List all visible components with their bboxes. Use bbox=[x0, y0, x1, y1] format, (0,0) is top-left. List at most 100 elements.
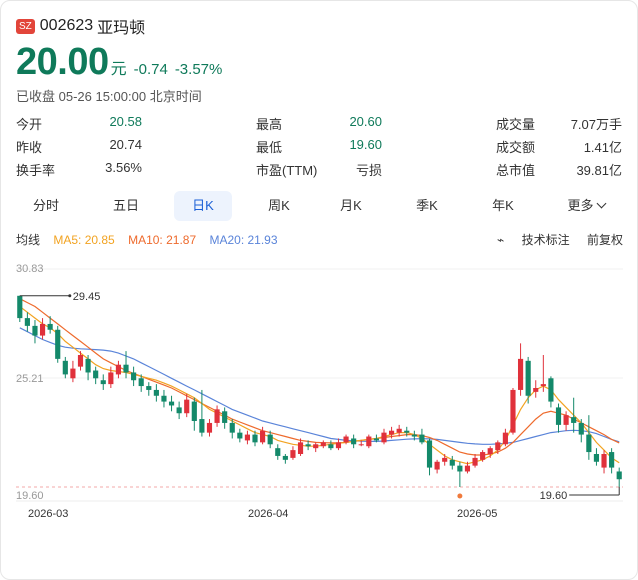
candle bbox=[146, 382, 152, 396]
candle bbox=[426, 438, 433, 476]
candle bbox=[138, 374, 144, 392]
candle-body bbox=[252, 434, 258, 443]
candle bbox=[275, 444, 281, 460]
candle-body bbox=[616, 471, 622, 480]
candle bbox=[39, 318, 46, 340]
candle-body bbox=[510, 389, 516, 433]
candle-body bbox=[381, 432, 387, 443]
candle bbox=[161, 389, 167, 408]
candle bbox=[191, 397, 197, 431]
candle bbox=[533, 380, 539, 398]
candle bbox=[586, 415, 592, 460]
candle bbox=[442, 453, 448, 466]
candle-body bbox=[525, 360, 531, 396]
candle bbox=[502, 428, 508, 447]
min-price-label: 19.60 bbox=[540, 490, 568, 502]
turnover-value: 3.56% bbox=[105, 160, 142, 175]
candle bbox=[123, 351, 129, 379]
candle bbox=[381, 428, 387, 445]
candle bbox=[199, 389, 205, 437]
candle bbox=[108, 366, 114, 388]
volume-value: 7.07万手 bbox=[570, 117, 622, 132]
candle-body bbox=[85, 358, 91, 373]
tab-yearly-k[interactable]: 年K bbox=[492, 198, 514, 213]
candle-body bbox=[176, 407, 182, 414]
candle-body bbox=[396, 428, 402, 433]
candle-body bbox=[305, 444, 311, 447]
ma10-legend: MA10: 21.87 bbox=[128, 233, 197, 247]
market-badge: SZ bbox=[16, 18, 35, 34]
candle-body bbox=[609, 452, 615, 468]
candle-body bbox=[237, 432, 243, 439]
tab-more-label: 更多 bbox=[567, 198, 594, 213]
y-tick-label: 30.83 bbox=[16, 263, 44, 275]
tab-monthly-k[interactable]: 月K bbox=[340, 198, 362, 213]
candle-body bbox=[161, 395, 167, 402]
tab-intraday[interactable]: 分时 bbox=[32, 198, 59, 213]
tab-quarterly-k[interactable]: 季K bbox=[416, 198, 438, 213]
stock-header: SZ 002623 亚玛顿 bbox=[16, 14, 145, 38]
ma20-line bbox=[19, 327, 620, 445]
candle-body bbox=[62, 360, 68, 375]
candle-body bbox=[32, 325, 38, 336]
tech-annotation-button[interactable]: ⌁ 技术标注 bbox=[483, 233, 570, 247]
prev-close-label: 昨收 bbox=[16, 140, 43, 155]
candle bbox=[563, 411, 569, 431]
candle-body bbox=[100, 380, 106, 385]
candle bbox=[555, 403, 562, 433]
candle-body bbox=[351, 438, 357, 445]
candle bbox=[404, 426, 410, 437]
candle-body bbox=[343, 436, 349, 443]
high-value: 20.60 bbox=[349, 114, 382, 129]
candle bbox=[131, 366, 137, 387]
candle-body bbox=[168, 401, 175, 406]
tab-more[interactable]: 更多 bbox=[553, 191, 619, 221]
candle bbox=[517, 343, 524, 396]
candle bbox=[449, 455, 455, 470]
candle-body bbox=[487, 448, 493, 454]
tab-five-day[interactable]: 五日 bbox=[112, 198, 139, 213]
candle bbox=[593, 448, 600, 466]
tab-weekly-k[interactable]: 周K bbox=[268, 198, 290, 213]
candle-body bbox=[313, 444, 319, 449]
ma20-legend: MA20: 21.93 bbox=[209, 233, 278, 247]
price-row: 20.00 元 -0.74 -3.57% bbox=[16, 41, 222, 84]
candle bbox=[115, 360, 122, 379]
y-tick-label: 19.60 bbox=[16, 490, 44, 502]
mcap-value: 39.81亿 bbox=[576, 163, 622, 178]
candle-body bbox=[517, 358, 524, 390]
prev-close-value: 20.74 bbox=[109, 137, 142, 152]
candle-body bbox=[55, 329, 61, 359]
forward-adjust-button[interactable]: 前复权 bbox=[586, 233, 623, 247]
candle bbox=[571, 397, 577, 433]
stock-code: 002623 bbox=[39, 17, 94, 34]
candle bbox=[366, 434, 372, 449]
candle-body bbox=[548, 378, 554, 402]
candle bbox=[464, 461, 471, 474]
candle-body bbox=[404, 430, 410, 433]
candle-body bbox=[449, 459, 455, 466]
candle bbox=[328, 440, 334, 451]
candle bbox=[206, 419, 213, 437]
candle bbox=[267, 430, 273, 449]
amount-label: 成交额 bbox=[496, 140, 536, 155]
candle-body bbox=[267, 434, 273, 445]
x-tick-label: 2026-04 bbox=[248, 508, 288, 520]
candle-body bbox=[153, 389, 159, 396]
kline-chart[interactable]: 30.83 25.21 19.60 2026-03 2026-04 2026-05 29.4… bbox=[1, 251, 637, 531]
candle-body bbox=[131, 372, 137, 381]
pen-icon: ⌁ bbox=[497, 233, 505, 247]
candle-body bbox=[434, 461, 440, 470]
candle-body bbox=[320, 442, 326, 447]
candle-body bbox=[533, 387, 539, 392]
stock-name[interactable]: 亚玛顿 bbox=[97, 20, 146, 37]
candle-body bbox=[442, 457, 448, 462]
ma-legend-title: 均线 bbox=[16, 233, 41, 247]
candle-body bbox=[578, 422, 584, 435]
tab-daily-k[interactable]: 日K bbox=[174, 191, 232, 221]
y-tick-label: 25.21 bbox=[16, 373, 44, 385]
candle-body bbox=[555, 407, 562, 425]
open-value: 20.58 bbox=[109, 114, 142, 129]
candle bbox=[457, 461, 463, 487]
